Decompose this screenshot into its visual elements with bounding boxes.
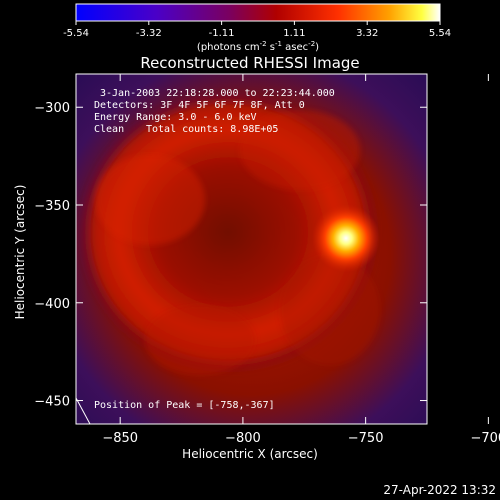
colorbar-ticks: -5.54 -3.32 -1.11 1.11 3.32 5.54 — [63, 21, 451, 39]
x-tick-label: −750 — [348, 431, 384, 446]
colorbar-tick-label: 3.32 — [356, 28, 378, 39]
colorbar — [75, 3, 441, 22]
y-axis-label: Heliocentric Y (arcsec) — [13, 185, 27, 320]
x-tick-label: −800 — [225, 431, 261, 446]
timestamp: 27-Apr-2022 13:32 — [383, 483, 496, 497]
heatmap-image — [76, 74, 427, 424]
chart-title: Reconstructed RHESSI Image — [140, 54, 359, 72]
total-counts-label: Total counts: 8.98E+05 — [146, 124, 278, 135]
y-tick-label: −400 — [34, 297, 70, 312]
energy-range-label: Energy Range: 3.0 - 6.0 keV — [94, 112, 257, 123]
corner-mark — [75, 397, 91, 425]
x-axis-ticks: −850 −800 −750 −700 — [102, 74, 500, 446]
y-tick-label: −300 — [34, 101, 70, 116]
plot-frame — [75, 73, 428, 425]
peak-source — [312, 204, 380, 273]
colorbar-tick-label: 5.54 — [429, 28, 451, 39]
y-tick-label: −350 — [34, 199, 70, 214]
detectors-label: Detectors: 3F 4F 5F 6F 7F 8F, Att 0 — [94, 100, 305, 111]
colorbar-tick-label: -1.11 — [209, 28, 235, 39]
y-tick-label: −450 — [34, 395, 70, 410]
peak-position-label: Position of Peak = [-758,-367] — [94, 400, 275, 411]
colorbar-unit-label: (photons cm-2 s-1 asec-2) — [197, 40, 319, 53]
time-range-label: 3-Jan-2003 22:18:28.000 to 22:23:44.000 — [100, 88, 335, 99]
clean-label: Clean — [94, 124, 124, 135]
y-axis-ticks: −300 −350 −400 −450 — [34, 101, 427, 410]
colorbar-tick-label: -5.54 — [63, 28, 89, 39]
x-tick-label: −850 — [102, 431, 138, 446]
x-axis-label: Heliocentric X (arcsec) — [182, 447, 318, 461]
colorbar-tick-label: 1.11 — [283, 28, 305, 39]
x-tick-label: −700 — [471, 431, 500, 446]
colorbar-tick-label: -3.32 — [136, 28, 162, 39]
